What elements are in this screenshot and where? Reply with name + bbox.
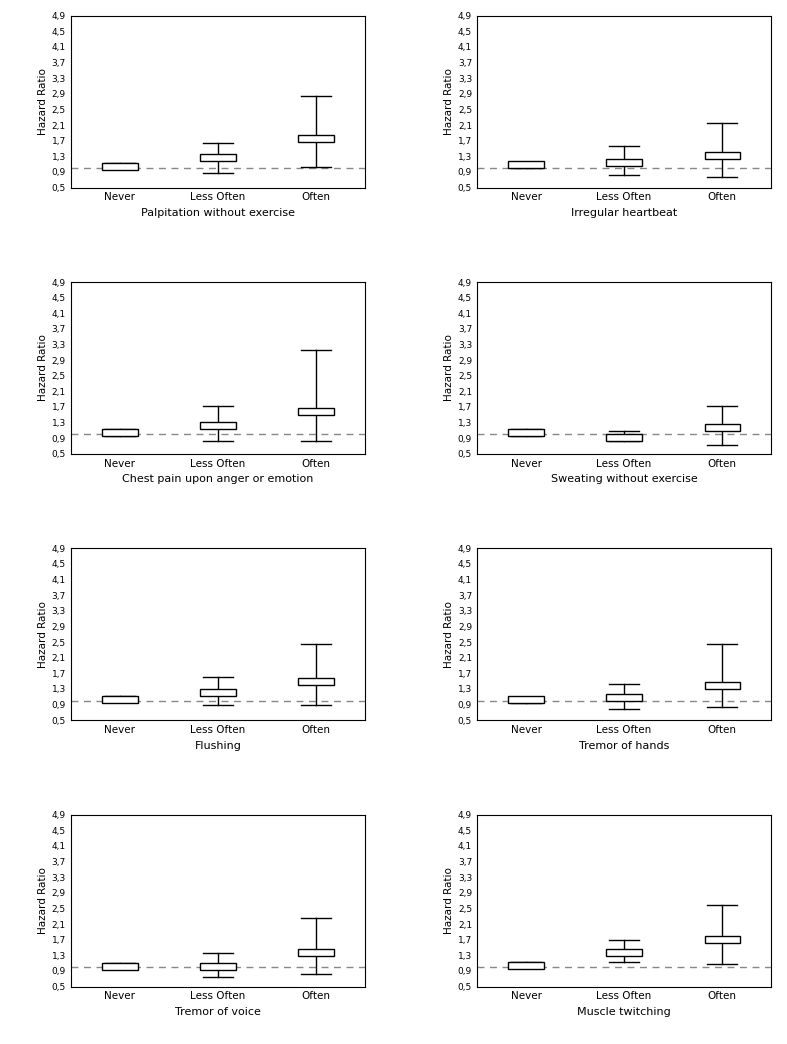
Bar: [704, 152, 740, 159]
Bar: [508, 696, 544, 704]
Bar: [298, 949, 334, 955]
Y-axis label: Hazard Ratio: Hazard Ratio: [444, 868, 453, 934]
X-axis label: Muscle twitching: Muscle twitching: [577, 1007, 671, 1017]
Bar: [201, 153, 235, 161]
Y-axis label: Hazard Ratio: Hazard Ratio: [444, 601, 453, 668]
Bar: [298, 135, 334, 142]
Bar: [607, 694, 641, 702]
Bar: [704, 682, 740, 689]
Y-axis label: Hazard Ratio: Hazard Ratio: [444, 334, 453, 401]
Y-axis label: Hazard Ratio: Hazard Ratio: [38, 68, 47, 135]
Bar: [607, 433, 641, 441]
Bar: [298, 678, 334, 685]
Bar: [102, 963, 138, 970]
Y-axis label: Hazard Ratio: Hazard Ratio: [38, 601, 47, 668]
Bar: [607, 159, 641, 166]
Bar: [508, 962, 544, 969]
X-axis label: Tremor of hands: Tremor of hands: [579, 740, 669, 751]
Bar: [201, 963, 235, 970]
Bar: [298, 408, 334, 416]
Bar: [508, 162, 544, 168]
Bar: [508, 429, 544, 436]
Bar: [704, 424, 740, 431]
X-axis label: Chest pain upon anger or emotion: Chest pain upon anger or emotion: [122, 474, 314, 484]
Bar: [607, 949, 641, 955]
X-axis label: Sweating without exercise: Sweating without exercise: [551, 474, 697, 484]
Bar: [704, 936, 740, 943]
Y-axis label: Hazard Ratio: Hazard Ratio: [38, 868, 47, 934]
X-axis label: Flushing: Flushing: [194, 740, 242, 751]
Bar: [201, 422, 235, 429]
Y-axis label: Hazard Ratio: Hazard Ratio: [444, 68, 453, 135]
X-axis label: Tremor of voice: Tremor of voice: [175, 1007, 261, 1017]
Bar: [102, 696, 138, 703]
Bar: [201, 689, 235, 696]
Bar: [102, 429, 138, 436]
Y-axis label: Hazard Ratio: Hazard Ratio: [38, 334, 47, 401]
X-axis label: Palpitation without exercise: Palpitation without exercise: [141, 208, 295, 218]
X-axis label: Irregular heartbeat: Irregular heartbeat: [571, 208, 678, 218]
Bar: [102, 163, 138, 169]
